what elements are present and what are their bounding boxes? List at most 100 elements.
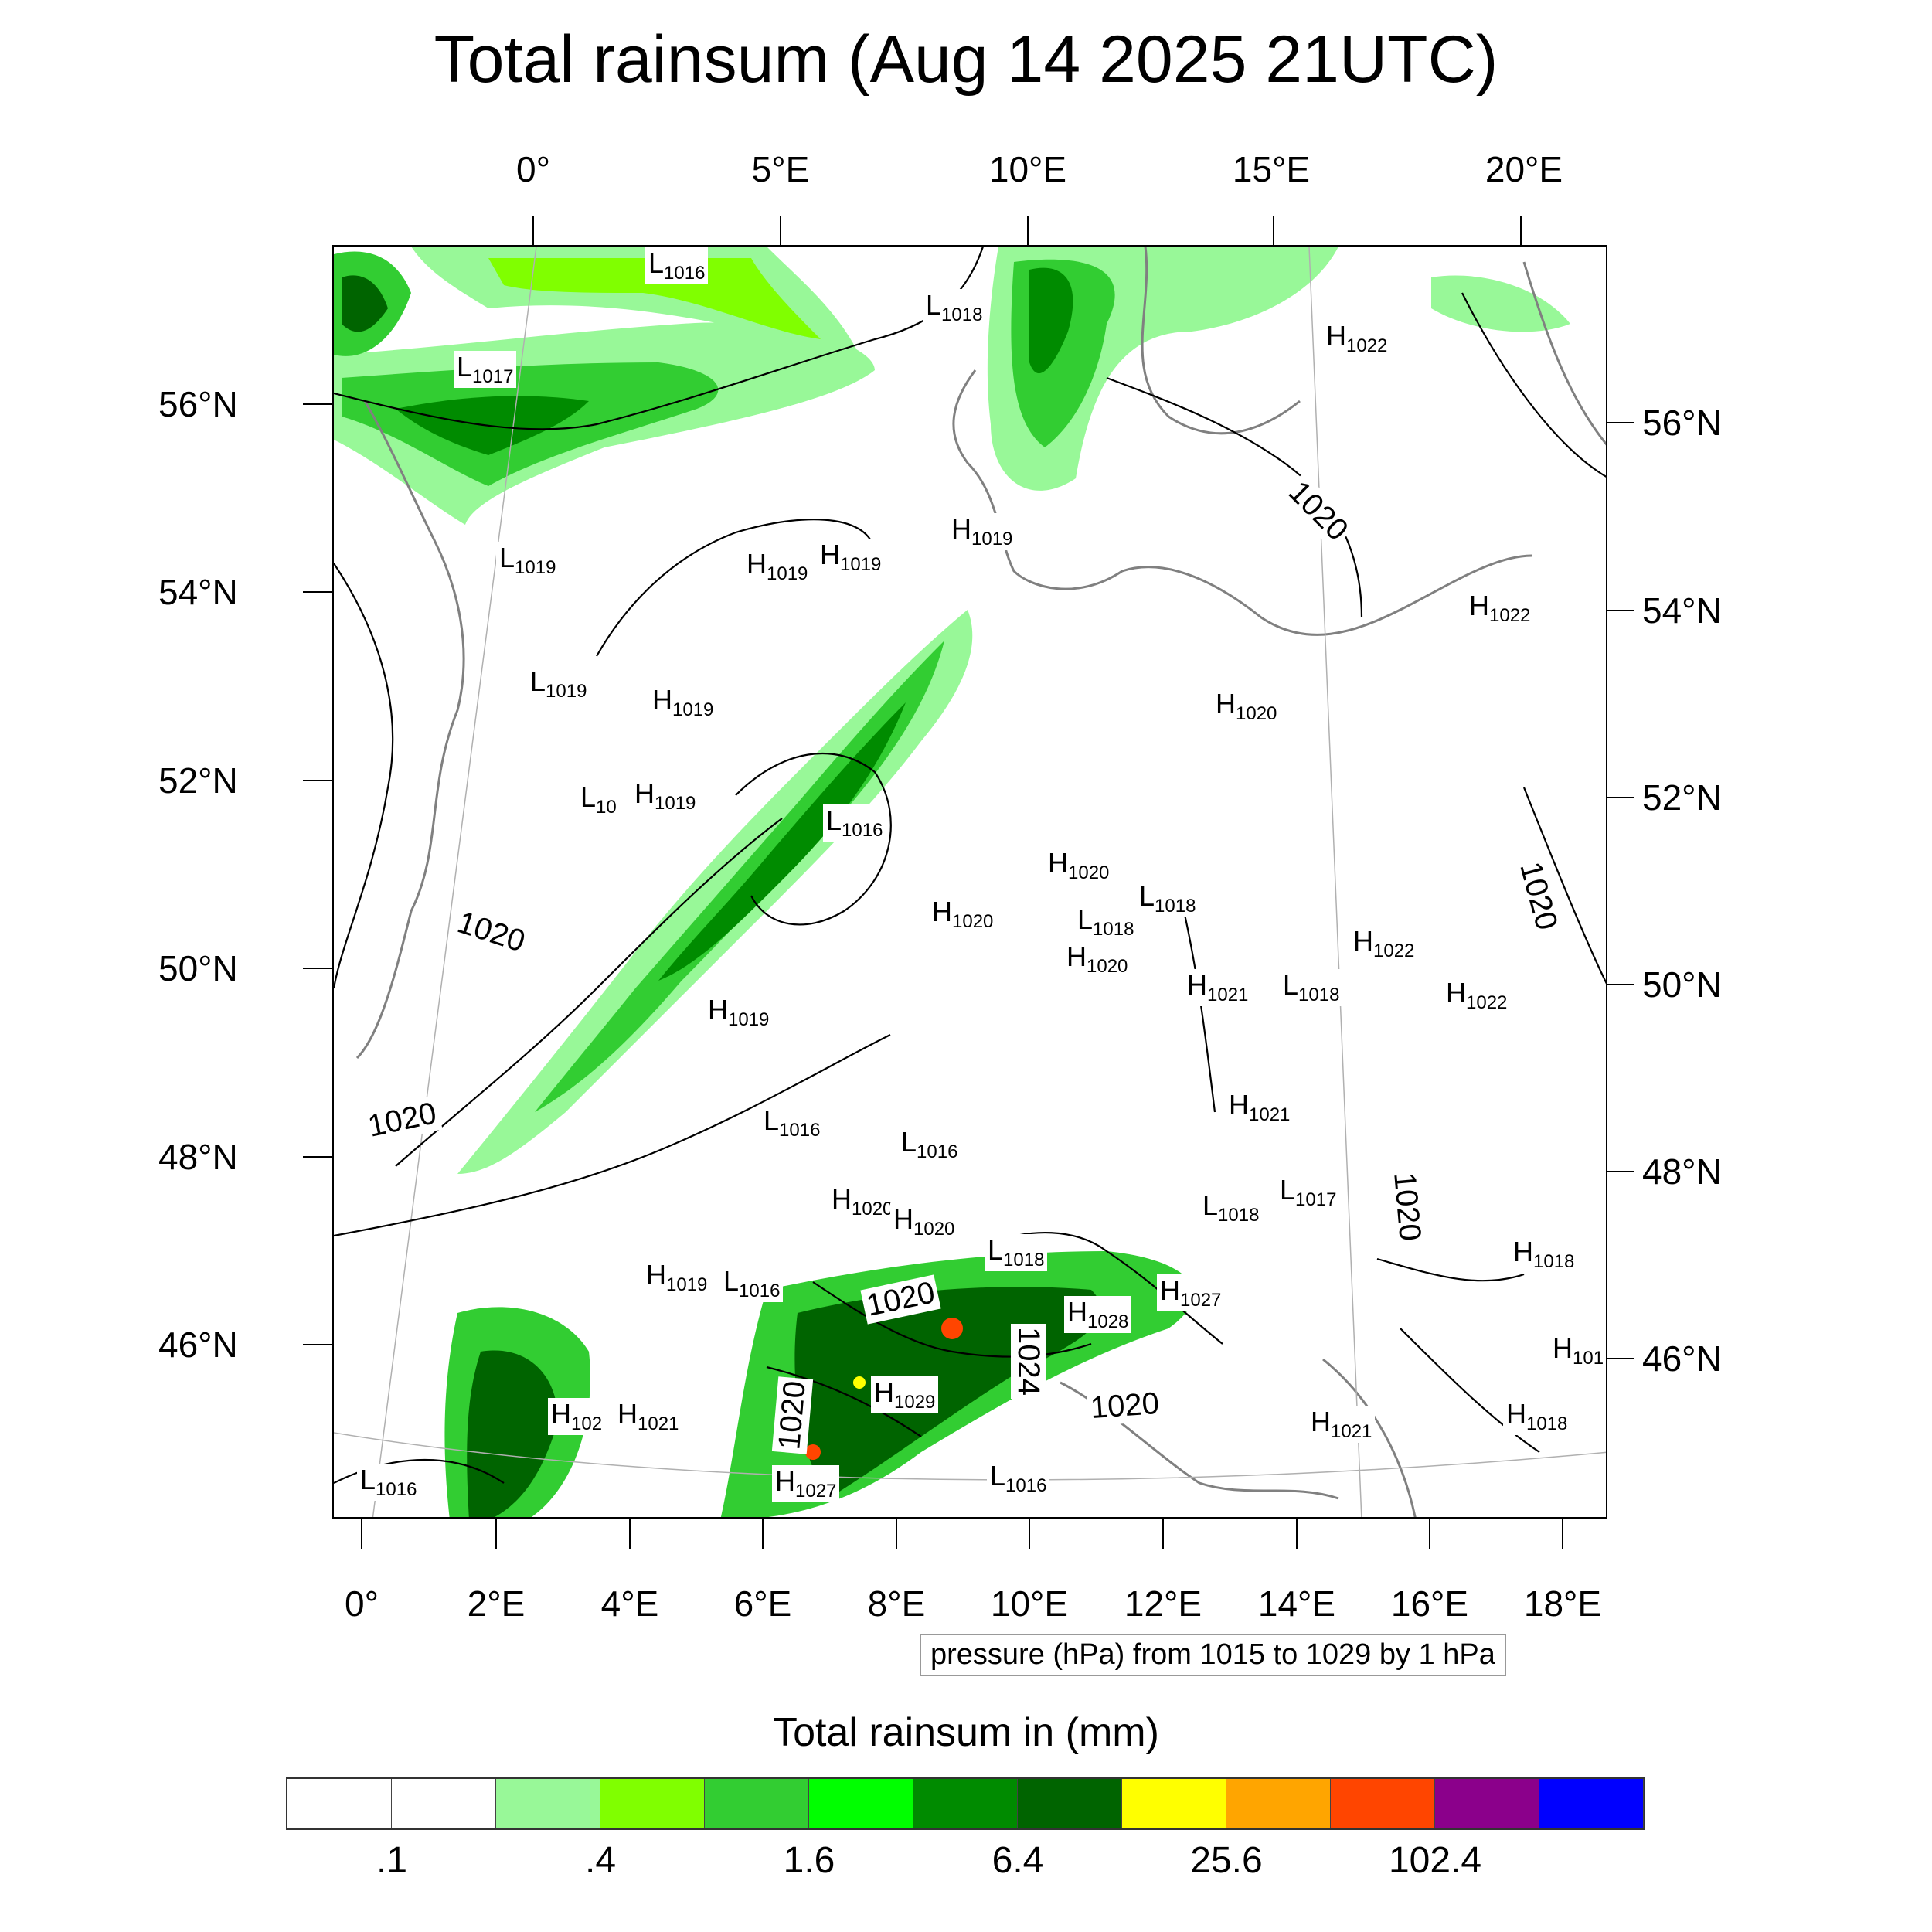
- bottom-tick: 6°E: [733, 1583, 792, 1624]
- colorbar-box: [392, 1779, 496, 1828]
- top-tick: 5°E: [751, 149, 810, 189]
- page-title: Total rainsum (Aug 14 2025 21UTC): [434, 22, 1498, 97]
- pressure-label: L1019: [527, 665, 590, 702]
- isobar-label: 1020: [771, 1376, 814, 1454]
- pressure-label: H1020: [1045, 847, 1113, 884]
- pressure-label: H1019: [948, 513, 1016, 550]
- bottom-tick: 16°E: [1390, 1583, 1469, 1624]
- pressure-label: L1016: [357, 1464, 420, 1501]
- right-tick: 54°N: [1642, 590, 1722, 631]
- pressure-label: H1022: [1323, 320, 1391, 357]
- colorbar-label: 102.4: [1388, 1840, 1482, 1881]
- pressure-label: L1018: [985, 1234, 1048, 1271]
- colorbar-box: [1539, 1779, 1644, 1828]
- pressure-label: L10: [577, 781, 620, 818]
- colorbar-box: [600, 1779, 705, 1828]
- pressure-label: L1016: [898, 1126, 961, 1163]
- isobar-label: 1020: [1386, 1168, 1428, 1246]
- pressure-label: L1016: [645, 247, 709, 284]
- contour-info-box: pressure (hPa) from 1015 to 1029 by 1 hP…: [920, 1634, 1506, 1676]
- pressure-label: L1018: [923, 289, 986, 326]
- pressure-label: H1019: [649, 684, 717, 721]
- colorbar-label: 1.6: [783, 1840, 835, 1881]
- pressure-label: H1027: [1157, 1274, 1225, 1311]
- colorbar-box: [809, 1779, 913, 1828]
- pressure-label: H1021: [1184, 969, 1252, 1006]
- left-tick: 50°N: [158, 948, 238, 988]
- colorbar-box: [1226, 1779, 1331, 1828]
- rain-area-frontal-band: [457, 610, 973, 1174]
- colorbar-box: [1122, 1779, 1226, 1828]
- pressure-label: H1020: [828, 1183, 896, 1220]
- pressure-label: H1020: [1213, 688, 1281, 725]
- pressure-label: H101: [1549, 1332, 1606, 1369]
- pressure-label: H1021: [1226, 1089, 1294, 1126]
- pressure-label: H1028: [1064, 1296, 1132, 1333]
- right-tick: 52°N: [1642, 777, 1722, 818]
- colorbar-box: [287, 1779, 392, 1828]
- pressure-label: H1021: [614, 1398, 682, 1435]
- right-tick: 48°N: [1642, 1151, 1722, 1192]
- top-tick: 0°: [516, 149, 550, 189]
- top-tick: 10°E: [988, 149, 1067, 189]
- pressure-label: L1019: [496, 542, 560, 579]
- bottom-tick: 4°E: [600, 1583, 659, 1624]
- pressure-label: H1019: [631, 777, 699, 815]
- pressure-label: L1018: [1074, 903, 1138, 940]
- pressure-label: L1018: [1280, 969, 1343, 1006]
- pressure-label: H1022: [1443, 977, 1511, 1014]
- isobars: [334, 247, 1606, 1484]
- colorbar-box: [1331, 1779, 1435, 1828]
- colorbar-box: [913, 1779, 1018, 1828]
- colorbar-label: .4: [584, 1840, 617, 1881]
- pressure-label: L1016: [987, 1460, 1050, 1497]
- bottom-tick: 14°E: [1257, 1583, 1336, 1624]
- pressure-label: L1016: [760, 1104, 824, 1141]
- right-tick: 46°N: [1642, 1338, 1722, 1379]
- colorbar-box: [705, 1779, 809, 1828]
- pressure-label: H1022: [1350, 925, 1418, 962]
- colorbar-label: 6.4: [992, 1840, 1044, 1881]
- bottom-tick: 8°E: [867, 1583, 926, 1624]
- colorbar-label: .1: [376, 1840, 408, 1881]
- map-field: [334, 247, 1606, 1517]
- top-tick: 20°E: [1485, 149, 1563, 189]
- bottom-tick: 10°E: [990, 1583, 1069, 1624]
- colorbar-label: 25.6: [1190, 1840, 1263, 1881]
- pressure-label: H1019: [743, 548, 811, 585]
- left-tick: 48°N: [158, 1137, 238, 1177]
- right-tick: 50°N: [1642, 964, 1722, 1005]
- top-tick: 15°E: [1232, 149, 1311, 189]
- left-tick: 46°N: [158, 1325, 238, 1365]
- bottom-tick: 12°E: [1124, 1583, 1202, 1624]
- pressure-label: H102: [548, 1398, 606, 1435]
- pressure-label: H1027: [772, 1465, 840, 1502]
- left-tick: 54°N: [158, 572, 238, 612]
- left-tick: 56°N: [158, 384, 238, 424]
- pressure-label: H1022: [1466, 590, 1534, 627]
- colorbar-box: [1018, 1779, 1122, 1828]
- colorbar-box: [496, 1779, 600, 1828]
- rain-area-northwest: [334, 247, 875, 525]
- bottom-tick: 2°E: [467, 1583, 526, 1624]
- pressure-label: H1020: [1063, 940, 1131, 978]
- pressure-label: H1029: [871, 1376, 939, 1413]
- pressure-label: H1020: [890, 1203, 958, 1240]
- pressure-label: H1019: [817, 539, 885, 576]
- legend-title: Total rainsum in (mm): [773, 1710, 1159, 1755]
- pressure-label: L1017: [454, 351, 517, 388]
- pressure-label: H1018: [1503, 1398, 1571, 1435]
- right-tick: 56°N: [1642, 403, 1722, 443]
- pressure-label: L1017: [1277, 1174, 1340, 1211]
- colorbar-box: [1435, 1779, 1539, 1828]
- map-panel: L1016 L1018 H1022 L1017 L1019 H1019 H101…: [332, 245, 1607, 1519]
- pressure-label: L1018: [1199, 1189, 1263, 1226]
- isobar-label: 1024: [1010, 1324, 1046, 1399]
- pressure-label: H1021: [1308, 1406, 1376, 1443]
- isobar-label: 1020: [1086, 1386, 1164, 1427]
- bottom-tick: 18°E: [1523, 1583, 1602, 1624]
- left-tick: 52°N: [158, 760, 238, 801]
- pressure-label: H1019: [705, 994, 773, 1031]
- bottom-tick: 0°: [345, 1583, 379, 1624]
- pressure-label: L1016: [720, 1265, 784, 1302]
